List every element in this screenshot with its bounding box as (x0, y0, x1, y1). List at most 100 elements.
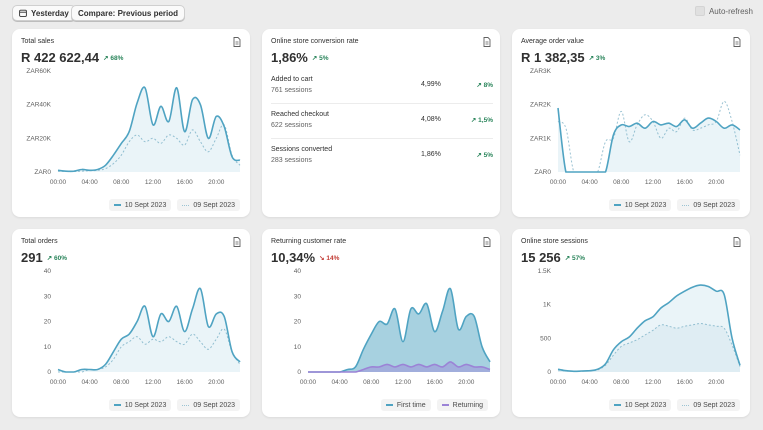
legend-item-previous[interactable]: 09 Sept 2023 (677, 199, 740, 211)
row-delta: ↗ 5% (476, 152, 493, 159)
metric-delta: ↗ 5% (311, 55, 329, 62)
legend-swatch (182, 404, 190, 406)
x-tick-label: 20:00 (458, 379, 475, 386)
series-line-09-sept-2023[interactable] (557, 323, 741, 372)
legend-item-previous[interactable]: 09 Sept 2023 (177, 199, 240, 211)
y-tick-label: ZAR3K (530, 68, 552, 75)
x-tick-label: 12:00 (145, 179, 162, 186)
aov-chart: ZAR0 ZAR1K ZAR2K ZAR3K 00:00 04:00 08:00 12:00 1… (530, 68, 741, 186)
auto-refresh-toggle[interactable]: Auto-refresh (694, 6, 753, 16)
card-returning-customer-rate[interactable]: Returning customer rate 10,34% ↘ 14% 0 10 2… (262, 229, 500, 417)
card-average-order-value[interactable]: Average order value R 1 382,35 ↗ 3% ZAR0 Z… (512, 29, 750, 217)
x-tick-label: 04:00 (582, 379, 599, 386)
card-conversion-rate[interactable]: Online store conversion rate 1,86% ↗ 5% A… (262, 29, 500, 217)
x-tick-label: 08:00 (613, 379, 630, 386)
series-line-10-sept-2023[interactable] (557, 107, 741, 173)
y-tick-label: 10 (294, 344, 302, 351)
x-tick-label: 04:00 (332, 379, 349, 386)
series-line-09-sept-2023[interactable] (57, 328, 241, 373)
metric-value: R 422 622,44 ↗ 68% (21, 50, 124, 65)
card-online-store-sessions[interactable]: Online store sessions 15 256 ↗ 57% 0 500 1K… (512, 229, 750, 417)
date-range-button[interactable]: Yesterday (12, 5, 76, 21)
x-tick-label: 16:00 (176, 379, 193, 386)
card-title: Average order value (521, 38, 584, 45)
y-tick-label: ZAR2K (530, 102, 552, 109)
row-label: Sessions converted (271, 146, 333, 153)
legend-swatch (682, 404, 690, 406)
row-label: Added to cart (271, 76, 313, 83)
legend-item-current[interactable]: 10 Sept 2023 (608, 399, 672, 411)
chart-legend: 10 Sept 2023 09 Sept 2023 (108, 399, 240, 411)
legend-item-previous[interactable]: 09 Sept 2023 (677, 399, 740, 411)
series-area-10-sept-2023 (58, 288, 240, 372)
x-tick-label: 16:00 (676, 379, 693, 386)
legend-item-current[interactable]: 10 Sept 2023 (108, 199, 172, 211)
legend-swatch (182, 204, 190, 206)
series-line-09-sept-2023[interactable] (557, 100, 741, 173)
legend-item-returning[interactable]: Returning (436, 399, 488, 411)
card-title: Total orders (21, 238, 58, 245)
y-tick-label: 0 (47, 369, 51, 376)
metric-value: 15 256 ↗ 57% (521, 250, 586, 265)
series-area-10-sept-2023 (558, 285, 740, 372)
total-orders-chart: 0 10 20 30 40 00:00 04:00 08:00 12:00 16:00 20:00 (44, 268, 241, 386)
y-tick-label: 30 (294, 293, 302, 300)
legend-swatch (113, 204, 121, 206)
legend-item-previous[interactable]: 09 Sept 2023 (177, 399, 240, 411)
series-line-10-sept-2023[interactable] (57, 86, 241, 173)
report-document-icon[interactable] (483, 37, 491, 47)
legend-item-first-time[interactable]: First time (380, 399, 431, 411)
report-document-icon[interactable] (733, 37, 741, 47)
card-title: Returning customer rate (271, 238, 347, 245)
y-tick-label: 20 (294, 319, 302, 326)
y-tick-label: ZAR60K (26, 68, 51, 75)
card-title: Total sales (21, 38, 55, 45)
report-document-icon[interactable] (483, 237, 491, 247)
report-document-icon[interactable] (733, 237, 741, 247)
x-tick-label: 04:00 (82, 379, 99, 386)
x-tick-label: 16:00 (426, 379, 443, 386)
sessions-chart: 0 500 1K 1.5K 00:00 04:00 08:00 12:00 16:00 20:00 (538, 268, 741, 386)
y-tick-label: ZAR20K (26, 135, 51, 142)
x-tick-label: 16:00 (176, 179, 193, 186)
y-tick-label: 20 (44, 319, 52, 326)
x-tick-label: 08:00 (113, 179, 130, 186)
metric-delta: ↗ 60% (46, 255, 67, 262)
legend-swatch (613, 404, 621, 406)
legend-swatch (113, 404, 121, 406)
legend-item-current[interactable]: 10 Sept 2023 (108, 399, 172, 411)
x-tick-label: 04:00 (82, 179, 99, 186)
legend-item-current[interactable]: 10 Sept 2023 (608, 199, 672, 211)
series-line-10-sept-2023[interactable] (557, 284, 741, 373)
y-tick-label: 0 (297, 369, 301, 376)
card-total-sales[interactable]: Total sales R 422 622,44 ↗ 68% ZAR0 ZAR20K… (12, 29, 250, 217)
x-tick-label: 00:00 (550, 179, 567, 186)
row-sessions: 283 sessions (271, 157, 312, 164)
x-tick-label: 12:00 (145, 379, 162, 386)
card-total-orders[interactable]: Total orders 291 ↗ 60% 0 10 20 30 40 00:00 04:0… (12, 229, 250, 417)
series-line-returning[interactable] (307, 361, 491, 373)
x-tick-label: 12:00 (395, 379, 412, 386)
x-tick-label: 00:00 (300, 379, 317, 386)
chart-legend: 10 Sept 2023 09 Sept 2023 (608, 199, 740, 211)
x-tick-label: 04:00 (582, 179, 599, 186)
compare-button[interactable]: Compare: Previous period (71, 5, 186, 21)
y-tick-label: 1.5K (538, 268, 552, 275)
report-document-icon[interactable] (233, 237, 241, 247)
x-tick-label: 20:00 (208, 379, 225, 386)
series-line-09-sept-2023[interactable] (57, 123, 241, 173)
legend-swatch (441, 404, 449, 406)
series-line-10-sept-2023[interactable] (57, 287, 241, 373)
top-toolbar: Yesterday Compare: Previous period Auto-… (0, 0, 763, 26)
chart-legend: 10 Sept 2023 09 Sept 2023 (608, 399, 740, 411)
report-document-icon[interactable] (233, 37, 241, 47)
card-title: Online store conversion rate (271, 38, 359, 45)
x-tick-label: 08:00 (113, 379, 130, 386)
auto-refresh-checkbox[interactable] (694, 6, 705, 16)
metric-value: 291 ↗ 60% (21, 250, 67, 265)
calendar-icon (19, 9, 27, 17)
total-sales-chart: ZAR0 ZAR20K ZAR40K ZAR60K 00:00 04:00 08:00 12:… (26, 68, 241, 186)
x-tick-label: 20:00 (208, 179, 225, 186)
conversion-row-sessions-converted: Sessions converted 283 sessions 1,86% ↗ … (271, 140, 493, 174)
y-tick-label: 500 (540, 335, 551, 342)
